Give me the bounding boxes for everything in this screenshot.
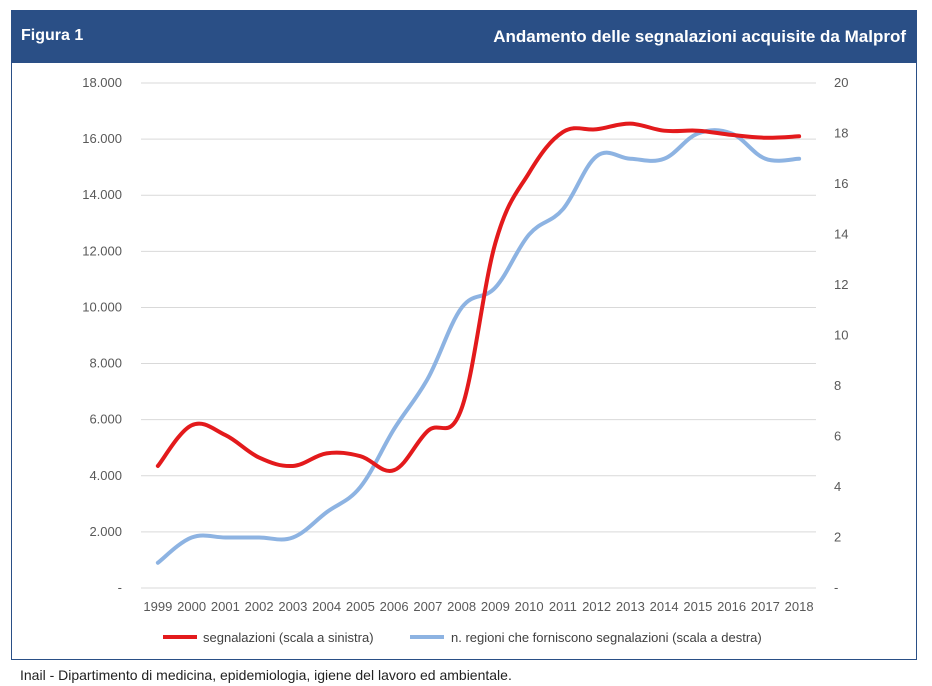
right-axis-tick-label: 6 — [834, 429, 841, 444]
left-axis-tick-label: 8.000 — [89, 356, 122, 371]
x-axis-tick-label: 2013 — [616, 599, 645, 614]
x-axis-tick-label: 2003 — [278, 599, 307, 614]
left-axis-tick-label: 16.000 — [82, 131, 122, 146]
x-axis-tick-label: 2004 — [312, 599, 341, 614]
x-axis-tick-label: 2015 — [683, 599, 712, 614]
figure-header: Figura 1 Andamento delle segnalazioni ac… — [12, 11, 916, 63]
x-axis-tick-label: 2006 — [380, 599, 409, 614]
legend-label: segnalazioni (scala a sinistra) — [203, 630, 374, 645]
right-axis-tick-label: 12 — [834, 277, 848, 292]
right-axis-tick-label: 14 — [834, 227, 848, 242]
x-axis-tick-label: 2018 — [785, 599, 814, 614]
x-axis-tick-label: 1999 — [143, 599, 172, 614]
footer-source: Inail - Dipartimento di medicina, epidem… — [20, 667, 512, 683]
left-axis-tick-label: 18.000 — [82, 75, 122, 90]
x-axis-tick-label: 2016 — [717, 599, 746, 614]
right-axis-tick-label: 4 — [834, 479, 841, 494]
x-axis-tick-label: 2017 — [751, 599, 780, 614]
figure-label: Figura 1 — [21, 27, 84, 44]
x-axis-tick-label: 2000 — [177, 599, 206, 614]
x-axis-tick-label: 2008 — [447, 599, 476, 614]
x-axis-tick-label: 2002 — [245, 599, 274, 614]
x-axis-tick-label: 2009 — [481, 599, 510, 614]
left-axis-tick-label: 2.000 — [89, 524, 122, 539]
right-axis-tick-label: 16 — [834, 176, 848, 191]
left-axis-tick-label: 14.000 — [82, 187, 122, 202]
figure-frame: Figura 1 Andamento delle segnalazioni ac… — [11, 10, 917, 660]
left-axis-tick-label: 10.000 — [82, 299, 122, 314]
right-axis-tick-label: 18 — [834, 126, 848, 141]
figure-title: Andamento delle segnalazioni acquisite d… — [493, 27, 906, 46]
right-axis-tick-label: 8 — [834, 378, 841, 393]
x-axis-tick-label: 2001 — [211, 599, 240, 614]
right-axis-tick-label: 10 — [834, 328, 848, 343]
x-axis-tick-label: 2014 — [650, 599, 679, 614]
left-axis-tick-label: 6.000 — [89, 412, 122, 427]
x-axis-tick-label: 2007 — [413, 599, 442, 614]
x-axis-tick-label: 2011 — [549, 599, 577, 614]
line-chart: - 2.000 4.000 6.000 8.000 10.000 12.000 14.000 1… — [82, 75, 848, 645]
x-axis-tick-label: 2012 — [582, 599, 611, 614]
left-axis-tick-label: 4.000 — [89, 468, 122, 483]
left-axis-tick-label: 12.000 — [82, 243, 122, 258]
legend-label: n. regioni che forniscono segnalazioni (… — [451, 630, 762, 645]
series-line-regioni — [155, 128, 802, 565]
right-axis-tick-label: 20 — [834, 75, 848, 90]
x-axis-tick-label: 2010 — [515, 599, 544, 614]
series-line-segnalazioni — [155, 121, 802, 473]
x-axis-tick-label: 2005 — [346, 599, 375, 614]
right-axis-tick-label: 2 — [834, 530, 841, 545]
right-axis-tick-label: - — [834, 580, 838, 595]
left-axis-tick-label: - — [118, 580, 122, 595]
